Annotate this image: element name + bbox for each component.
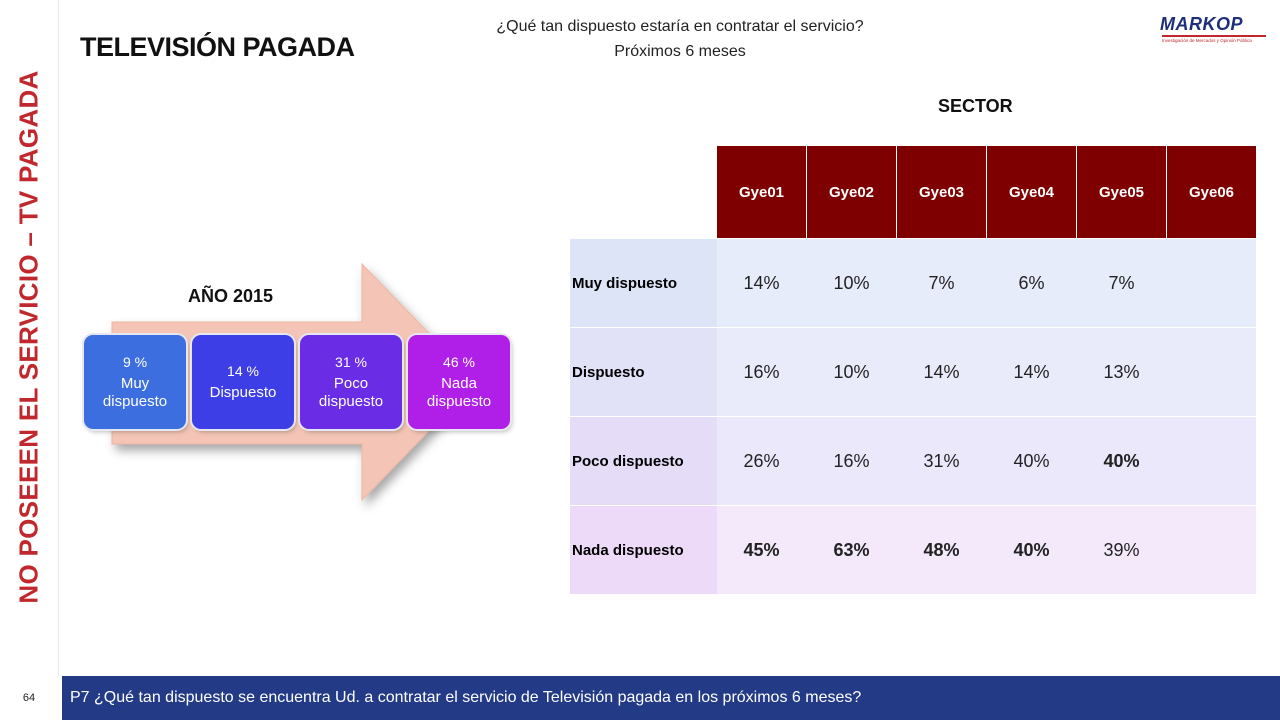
row-label: Poco dispuesto — [570, 416, 717, 506]
table-cell: 26% — [716, 416, 807, 506]
table-row: Poco dispuesto 26% 16% 31% 40% 40% — [570, 416, 1256, 506]
table-cell: 7% — [896, 238, 987, 328]
table-cell: 14% — [986, 327, 1077, 417]
table-cell: 16% — [716, 327, 807, 417]
summary-pct: 31 % — [335, 354, 367, 370]
table-cell: 10% — [806, 327, 897, 417]
summary-pct: 9 % — [122, 354, 148, 370]
column-header: Gye03 — [896, 146, 987, 239]
year-heading: AÑO 2015 — [188, 286, 274, 306]
table-cell: 40% — [986, 416, 1077, 506]
table-cell: 31% — [896, 416, 987, 506]
table-corner — [570, 146, 717, 239]
summary-pct: 46 % — [443, 354, 475, 370]
table-cell — [1166, 238, 1256, 328]
summary-box-poco-dispuesto: 31 % Poco dispuesto — [300, 335, 402, 429]
summary-label: Muy dispuesto — [102, 375, 168, 410]
page-title: TELEVISIÓN PAGADA — [80, 32, 355, 62]
sector-table: Gye01 Gye02 Gye03 Gye04 Gye05 Gye06 Muy … — [570, 146, 1256, 594]
summary-box-muy-dispuesto: 9 % Muy dispuesto — [84, 335, 186, 429]
table-cell: 7% — [1076, 238, 1167, 328]
question-line-2: Próximos 6 meses — [614, 43, 746, 60]
summary-pct: 14 % — [227, 363, 259, 379]
column-header: Gye01 — [716, 146, 807, 239]
page-number: 64 — [0, 676, 58, 720]
process-arrow-shape — [111, 262, 477, 502]
markop-logo: MARKOP Investigación de Mercados y Opini… — [1160, 14, 1268, 44]
row-label: Dispuesto — [570, 327, 717, 417]
side-strip: NO POSEEEN EL SERVICIO – TV PAGADA — [0, 0, 59, 676]
summary-label: Poco dispuesto — [318, 375, 384, 410]
row-label: Muy dispuesto — [570, 238, 717, 328]
table-cell: 14% — [896, 327, 987, 417]
table-cell — [1166, 416, 1256, 506]
row-label: Nada dispuesto — [570, 505, 717, 594]
column-header: Gye06 — [1166, 146, 1256, 239]
table-cell: 45% — [716, 505, 807, 594]
side-title: NO POSEEEN EL SERVICIO – TV PAGADA — [13, 70, 44, 604]
footer-question: P7 ¿Qué tan dispuesto se encuentra Ud. a… — [62, 676, 1280, 720]
summary-box-dispuesto: 14 % Dispuesto — [192, 335, 294, 429]
table-header-row: Gye01 Gye02 Gye03 Gye04 Gye05 Gye06 — [570, 146, 1256, 239]
survey-question: ¿Qué tan dispuesto estaría en contratar … — [380, 14, 980, 64]
sector-heading: SECTOR — [938, 96, 1013, 116]
summary-label: Nada dispuesto — [426, 375, 492, 410]
table-cell: 40% — [1076, 416, 1167, 506]
table-cell: 14% — [716, 238, 807, 328]
table-cell: 6% — [986, 238, 1077, 328]
summary-label: Dispuesto — [209, 384, 277, 401]
summary-box-nada-dispuesto: 46 % Nada dispuesto — [408, 335, 510, 429]
logo-text: MARKOP — [1160, 14, 1243, 34]
question-line-1: ¿Qué tan dispuesto estaría en contratar … — [496, 18, 864, 35]
footer: 64 P7 ¿Qué tan dispuesto se encuentra Ud… — [0, 676, 1280, 720]
table-row: Muy dispuesto 14% 10% 7% 6% 7% — [570, 238, 1256, 328]
column-header: Gye04 — [986, 146, 1077, 239]
table-cell: 10% — [806, 238, 897, 328]
table-cell: 48% — [896, 505, 987, 594]
table-row: Nada dispuesto 45% 63% 48% 40% 39% — [570, 505, 1256, 594]
column-header: Gye02 — [806, 146, 897, 239]
table-cell: 16% — [806, 416, 897, 506]
table-cell: 39% — [1076, 505, 1167, 594]
logo-underline — [1162, 35, 1266, 37]
table-cell: 40% — [986, 505, 1077, 594]
column-header: Gye05 — [1076, 146, 1167, 239]
table-cell — [1166, 327, 1256, 417]
table-row: Dispuesto 16% 10% 14% 14% 13% — [570, 327, 1256, 417]
table-cell — [1166, 505, 1256, 594]
table-cell: 13% — [1076, 327, 1167, 417]
logo-subtitle: Investigación de Mercados y Opinión Públ… — [1162, 38, 1252, 43]
table-cell: 63% — [806, 505, 897, 594]
